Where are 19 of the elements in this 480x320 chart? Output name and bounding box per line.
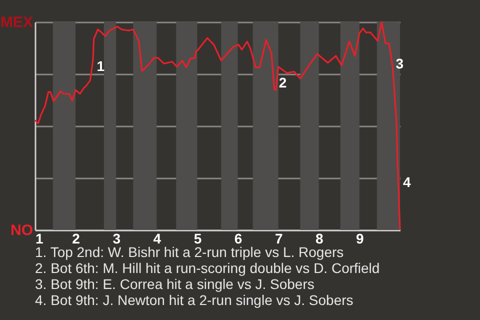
- x-tick-label: 8: [315, 230, 324, 246]
- x-tick-label: 9: [356, 230, 364, 246]
- x-tick-label: 4: [153, 230, 162, 246]
- annotation: 1: [96, 58, 105, 74]
- text: 3. Bot 9th: E. Correa hit a single vs J. Sobers: [35, 276, 316, 292]
- x-tick-label: 2: [72, 230, 80, 246]
- x-tick-label: 5: [194, 230, 202, 246]
- text: MEX: [0, 14, 33, 31]
- x-tick-label: 7: [274, 230, 283, 246]
- x-tick-label: 6: [234, 230, 242, 246]
- text: NO: [10, 222, 34, 239]
- text: 2. Bot 6th: M. Hill hit a run-scoring double vs D. Corfield: [35, 260, 380, 276]
- x-tick-label: 3: [112, 230, 121, 246]
- annotation: 3: [396, 56, 404, 72]
- annotation: 4: [403, 174, 411, 190]
- annotation: 2: [278, 74, 287, 91]
- text: 4. Bot 9th: J. Newton hit a 2-run single vs J. Sobers: [35, 292, 354, 308]
- text: 1. Top 2nd: W. Bishr hit a 2-run triple vs L. Rogers: [35, 244, 344, 260]
- x-tick-label: 1: [36, 230, 44, 246]
